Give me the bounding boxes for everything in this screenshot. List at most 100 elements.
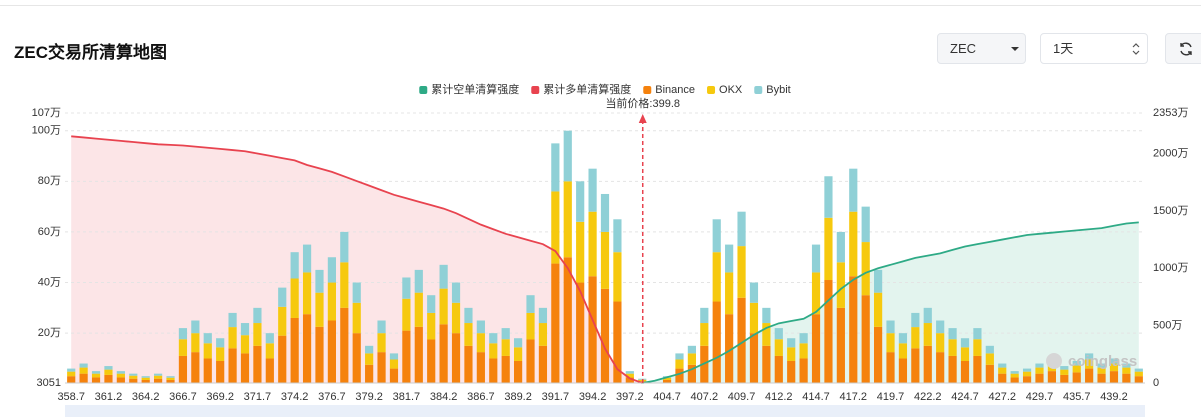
watermark-icon <box>1046 353 1062 369</box>
bar-segment <box>414 269 423 293</box>
bar-segment <box>67 376 76 383</box>
bar-segment <box>600 193 610 232</box>
bar-segment <box>1085 368 1094 383</box>
bar-segment <box>824 217 833 281</box>
bar-segment <box>526 295 535 313</box>
bar-segment <box>985 353 994 365</box>
bar-segment <box>228 312 237 328</box>
bar-segment <box>836 262 845 308</box>
bar-segment <box>514 360 523 383</box>
bar-segment <box>625 373 634 378</box>
refresh-icon <box>1180 42 1192 56</box>
bar-segment <box>725 244 734 273</box>
bar-segment <box>725 272 734 315</box>
bar-segment <box>762 345 771 383</box>
bar-segment <box>774 355 783 383</box>
x-tick-label: 429.7 <box>1026 391 1054 403</box>
bar-segment <box>1072 372 1081 383</box>
bar-segment <box>116 373 125 378</box>
bar-segment <box>129 378 138 383</box>
bar-segment <box>67 371 76 377</box>
legend-label: Bybit <box>766 84 790 96</box>
bar-segment <box>514 347 523 361</box>
bar-segment <box>737 297 746 383</box>
bar-segment <box>141 379 150 383</box>
bar-segment <box>600 288 610 383</box>
period-value: 1天 <box>1053 41 1074 56</box>
bar-segment <box>253 345 262 383</box>
bar-segment <box>1035 363 1044 368</box>
bar-segment <box>1134 376 1143 383</box>
bar-segment <box>489 333 498 344</box>
bar-segment <box>1085 359 1094 369</box>
bar-segment <box>886 352 895 383</box>
x-tick-label: 394.2 <box>579 391 607 403</box>
bar-segment <box>1022 371 1032 377</box>
refresh-button[interactable] <box>1165 33 1201 64</box>
bar-segment <box>79 363 88 368</box>
bar-segment <box>365 353 374 365</box>
x-tick-label: 424.7 <box>951 391 979 403</box>
bar-segment <box>613 252 622 302</box>
bar-segment <box>551 143 560 192</box>
page-title: ZEC交易所清算地图 <box>14 43 167 62</box>
bar-segment <box>191 320 200 334</box>
x-tick-label: 439.2 <box>1100 391 1128 403</box>
bar-segment <box>861 242 870 296</box>
bar-segment <box>1134 368 1143 372</box>
bar-segment <box>923 307 932 324</box>
bar-segment <box>985 345 994 354</box>
bar-segment <box>501 355 510 383</box>
bar-segment <box>178 355 188 383</box>
bar-segment <box>749 282 759 303</box>
bar-segment <box>116 377 125 383</box>
bar-segment <box>352 333 361 383</box>
bar-segment <box>923 323 932 346</box>
bar-segment <box>327 320 336 383</box>
bar-segment <box>327 282 336 321</box>
bar-segment <box>1047 363 1056 372</box>
x-tick-label: 386.7 <box>467 391 495 403</box>
bar-segment <box>240 323 250 336</box>
bar-segment <box>625 371 634 374</box>
bar-segment <box>278 306 287 336</box>
bar-segment <box>700 307 709 324</box>
tick-label: 60万 <box>38 226 61 238</box>
bar-segment <box>253 307 262 324</box>
x-tick-label: 376.7 <box>318 391 346 403</box>
bar-segment <box>948 339 957 356</box>
x-tick-label: 374.2 <box>281 391 309 403</box>
top-border <box>0 0 1201 6</box>
bar-segment <box>1109 358 1119 364</box>
period-select[interactable]: 1天 <box>1040 33 1148 64</box>
bar-segment <box>216 360 225 383</box>
bar-segment <box>464 307 473 324</box>
bar-segment <box>476 352 485 383</box>
coin-select[interactable]: ZEC <box>937 33 1026 64</box>
bar-segment <box>365 364 374 383</box>
line-area <box>642 222 1139 383</box>
bar-segment <box>973 339 982 356</box>
bar-segment <box>67 368 76 372</box>
bar-segment <box>116 371 125 374</box>
tick-label: 107万 <box>32 107 61 119</box>
bar-segment <box>563 257 572 383</box>
bar-segment <box>1072 360 1081 366</box>
bar-segment <box>501 339 510 356</box>
legend-label: 累计空单清算强度 <box>431 82 519 96</box>
bar-segment <box>389 368 399 383</box>
line <box>642 221 1139 384</box>
bar-segment <box>998 363 1007 368</box>
tick-label: 20万 <box>38 327 61 339</box>
bar-segment <box>874 326 883 383</box>
bar-segment <box>551 263 560 383</box>
bar-segment <box>191 333 200 353</box>
bar-segment <box>402 277 411 299</box>
bar-segment <box>625 377 634 383</box>
bar-segment <box>377 352 386 383</box>
bar-segment <box>898 333 908 344</box>
bar-segment <box>1134 371 1143 377</box>
bar-segment <box>1072 365 1081 373</box>
bar-segment <box>861 206 870 243</box>
